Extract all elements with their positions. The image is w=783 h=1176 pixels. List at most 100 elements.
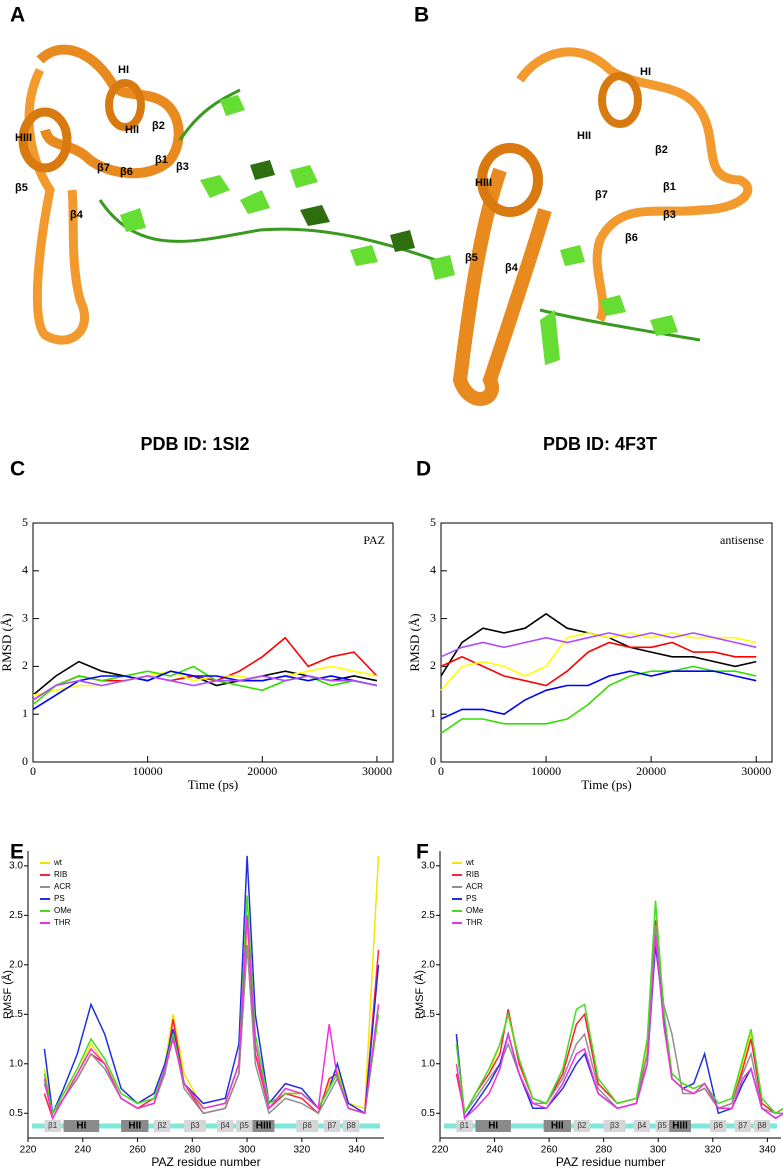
ss-element <box>184 1120 206 1132</box>
panel-label: F <box>416 841 429 864</box>
y-tick-label: 1.0 <box>9 1058 23 1069</box>
structure-label: β4 <box>505 262 519 274</box>
structure-label: β5 <box>15 182 28 194</box>
pdb-caption: PDB ID: 1SI2 <box>140 434 249 454</box>
rna-backbone <box>98 199 451 267</box>
rna-bases <box>250 160 415 252</box>
chart: 220 240 260 280 300 320 340 0.5 1.0 1.5 2.0 2.5 3.0 P… <box>1 851 384 1169</box>
y-tick-label: 3.0 <box>421 860 435 871</box>
x-tick-label: 30000 <box>362 764 392 778</box>
plot-frame <box>32 522 394 763</box>
series-line <box>43 855 380 1117</box>
rna-bases <box>120 95 455 280</box>
x-tick-label: 340 <box>348 1145 365 1156</box>
series-line <box>455 900 783 1116</box>
series-line <box>440 632 757 658</box>
structure-label: HII <box>125 124 139 136</box>
helix <box>598 72 642 128</box>
structure-label: HII <box>577 130 591 142</box>
series-line <box>43 944 380 1115</box>
ss-element <box>44 1120 61 1132</box>
x-axis-label: PAZ residue number <box>151 1155 260 1169</box>
legend-label: PS <box>466 894 477 903</box>
ss-element <box>236 1120 253 1132</box>
y-tick-label: 2 <box>22 658 28 672</box>
x-tick-label: 260 <box>129 1145 146 1156</box>
rna-bases <box>540 245 678 365</box>
protein-ribbon <box>36 44 184 179</box>
x-tick-label: 320 <box>294 1145 311 1156</box>
series-line <box>43 915 380 1121</box>
ss-element <box>753 1120 771 1132</box>
series-line <box>455 935 783 1120</box>
ss-label: β4 <box>637 1121 647 1130</box>
x-tick-label: 240 <box>74 1145 91 1156</box>
y-tick-label: 3.0 <box>9 860 23 871</box>
ss-label: β2 <box>577 1121 587 1130</box>
ss-label: β3 <box>191 1121 201 1130</box>
x-tick-label: 10000 <box>531 764 561 778</box>
x-tick-label: 220 <box>432 1145 449 1156</box>
series-line <box>440 641 757 687</box>
y-tick-label: 1 <box>22 706 28 720</box>
ss-element <box>63 1120 100 1132</box>
y-tick-label: 0 <box>22 754 28 768</box>
structure-label: β1 <box>155 154 168 166</box>
structure-4f3t <box>452 47 753 406</box>
ss-element <box>456 1120 473 1132</box>
chart: 220 240 260 280 300 320 340 0.5 1.0 1.5 2.0 2.5 3.0 P… <box>413 851 783 1169</box>
y-axis-label: RMSD (Å) <box>0 613 14 671</box>
ss-label: HI <box>488 1121 498 1132</box>
x-tick-label: 30000 <box>741 764 771 778</box>
series-line <box>32 636 378 701</box>
ss-element <box>573 1120 591 1132</box>
x-tick-label: 0 <box>438 764 444 778</box>
legend-label: OMe <box>466 906 484 915</box>
x-tick-label: 300 <box>650 1145 667 1156</box>
ss-label: β8 <box>757 1121 767 1130</box>
protein-ribbon <box>516 47 753 323</box>
legend-label: ACR <box>54 882 71 891</box>
structure-label: β2 <box>152 120 165 132</box>
structure-label: HIII <box>475 177 492 189</box>
panel-label: C <box>10 458 25 481</box>
ss-element <box>475 1120 511 1132</box>
y-tick-label: 3 <box>22 610 28 624</box>
series-line <box>440 665 757 734</box>
x-tick-label: 320 <box>704 1145 721 1156</box>
legend-label: RIB <box>466 870 479 879</box>
ss-element <box>216 1120 234 1132</box>
y-tick-label: 5 <box>22 515 28 529</box>
series-line <box>440 670 757 720</box>
panel-label: B <box>414 4 429 27</box>
ss-label: HII <box>128 1121 141 1132</box>
ss-element <box>603 1120 626 1132</box>
ss-element <box>153 1120 171 1132</box>
y-tick-label: 1.0 <box>421 1058 435 1069</box>
x-tick-label: 240 <box>486 1145 503 1156</box>
y-tick-label: 0 <box>430 754 436 768</box>
rna-backbone <box>539 308 701 342</box>
pdb-caption: PDB ID: 4F3T <box>543 434 657 454</box>
ss-label: HIII <box>256 1121 272 1132</box>
y-tick-label: 1.5 <box>421 1009 435 1020</box>
series-line <box>32 675 378 701</box>
protein-ribbon <box>24 67 89 345</box>
y-axis-label: RMSD (Å) <box>407 613 422 671</box>
ss-element <box>655 1120 670 1132</box>
x-tick-label: 20000 <box>247 764 277 778</box>
x-tick-label: 340 <box>759 1145 776 1156</box>
y-tick-label: 3 <box>430 610 436 624</box>
ss-element <box>252 1120 275 1132</box>
x-axis-label: Time (ps) <box>188 777 238 792</box>
ss-element <box>323 1120 341 1132</box>
x-axis-label: PAZ residue number <box>556 1155 665 1169</box>
y-tick-label: 4 <box>22 563 28 577</box>
ss-label: β2 <box>158 1121 168 1130</box>
structure-label: β6 <box>625 232 638 244</box>
ss-label: β5 <box>658 1121 668 1130</box>
structure-label: β7 <box>595 189 608 201</box>
y-tick-label: 2.5 <box>9 910 23 921</box>
structure-label: β1 <box>663 181 676 193</box>
annotation: PAZ <box>363 533 385 547</box>
